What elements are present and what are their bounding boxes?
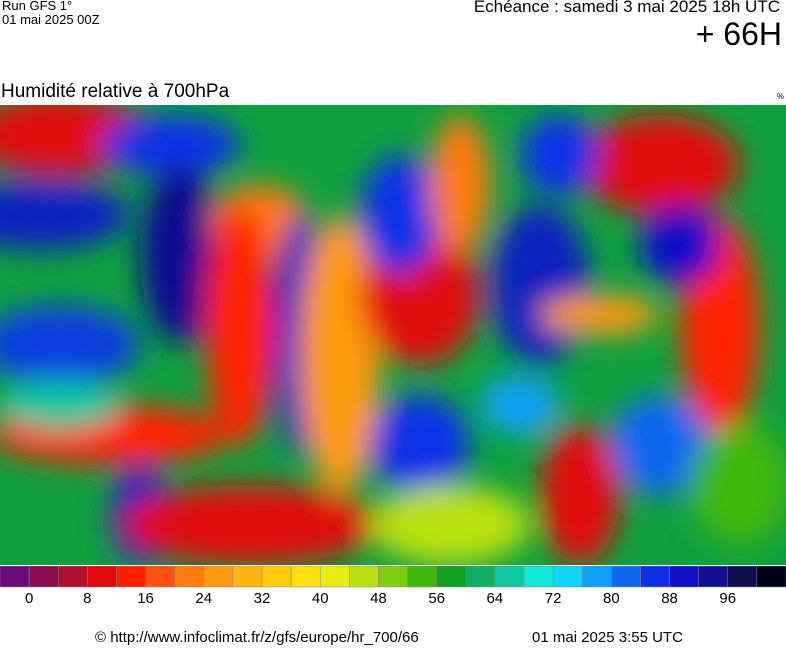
colorbar-label: 72: [545, 590, 562, 607]
source: © http://www.infoclimat.fr/z/gfs/europe/…: [95, 629, 419, 646]
colorbar-swatch: [756, 566, 786, 588]
colorbar-label: 64: [487, 590, 504, 607]
humidity-map: [0, 105, 786, 565]
colorbar-swatch: [232, 566, 263, 588]
humidity-field: [0, 105, 786, 565]
colorbar-swatch: [261, 566, 292, 588]
map-title: Humidité relative à 700hPa: [1, 81, 230, 102]
colorbar-swatch: [611, 566, 641, 588]
colorbar-swatch: [378, 566, 408, 588]
colorbar-swatch: [727, 566, 758, 588]
valid-time: Echéance : samedi 3 mai 2025 18h UTC: [473, 0, 780, 16]
colorbar-label: 96: [719, 590, 736, 607]
colorbar-swatch: [436, 566, 467, 588]
generated: 01 mai 2025 3:55 UTC: [532, 629, 683, 646]
colorbar-label: 56: [428, 590, 445, 607]
colorbar-label: 40: [312, 590, 329, 607]
colorbar-swatch: [319, 566, 350, 588]
unit: %: [776, 92, 784, 101]
colorbar-swatch: [174, 566, 205, 588]
colorbar-label: 24: [195, 590, 212, 607]
colorbar-swatch: [0, 566, 30, 588]
colorbar-swatch: [698, 566, 729, 588]
colorbar-swatch: [87, 566, 117, 588]
colorbar-label: 16: [137, 590, 154, 607]
colorbar: 0 8 16 24 32 40 48 56 64 72 80 88 96: [0, 566, 786, 607]
lead-time: + 66H: [695, 16, 782, 52]
colorbar-label: 88: [661, 590, 678, 607]
colorbar-label: 32: [254, 590, 271, 607]
colorbar-swatch: [494, 566, 525, 588]
colorbar-swatch: [349, 566, 379, 588]
colorbar-label: 0: [25, 590, 33, 607]
colorbar-swatch: [465, 566, 496, 588]
colorbar-swatch: [523, 566, 554, 588]
run-label: Run GFS 1°: [2, 0, 73, 13]
colorbar-swatch: [28, 566, 59, 588]
colorbar-label: 48: [370, 590, 387, 607]
colorbar-swatch: [203, 566, 234, 588]
colorbar-swatch: [669, 566, 699, 588]
colorbar-swatch: [407, 566, 437, 588]
colorbar-swatch: [145, 566, 175, 588]
colorbar-label: 80: [603, 590, 620, 607]
colorbar-label: 8: [83, 590, 91, 607]
colorbar-swatch: [57, 566, 88, 588]
colorbar-swatch: [581, 566, 612, 588]
colorbar-swatch: [552, 566, 583, 588]
run-date: 01 mai 2025 00Z: [2, 12, 100, 27]
colorbar-swatch: [640, 566, 670, 588]
colorbar-swatch: [290, 566, 321, 588]
colorbar-swatch: [116, 566, 146, 588]
